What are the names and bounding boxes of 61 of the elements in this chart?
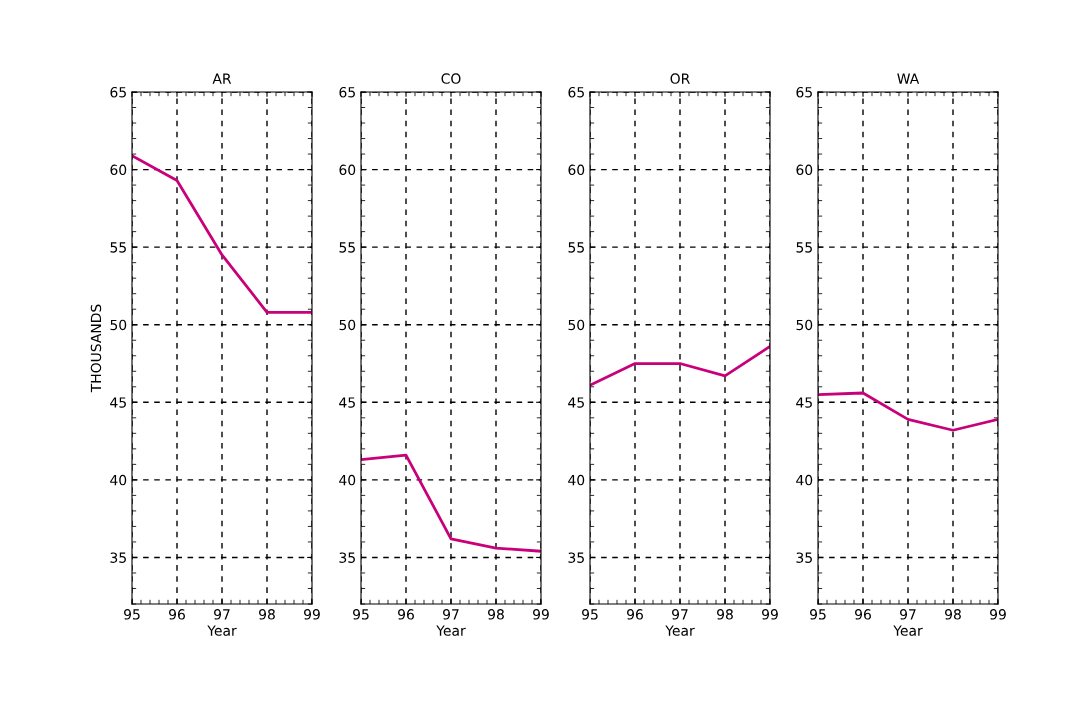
x-tick-label: 95 <box>124 609 140 620</box>
y-tick-label: 40 <box>110 474 127 486</box>
y-tick-label: 60 <box>339 164 356 176</box>
x-tick-label: 96 <box>169 609 185 620</box>
y-tick-label: 55 <box>339 242 355 253</box>
y-tick-label: 45 <box>796 397 812 408</box>
y-tick-label: 35 <box>339 552 355 563</box>
x-tick-label: 97 <box>672 609 688 620</box>
x-tick-label: 96 <box>398 609 414 620</box>
line-series <box>818 391 998 432</box>
x-tick-label: 99 <box>304 609 320 620</box>
y-tick-label: 40 <box>339 474 356 486</box>
line-series <box>361 453 541 553</box>
x-tick-label: 98 <box>717 609 733 620</box>
x-tick-label: 95 <box>810 609 826 620</box>
x-tick-label: 99 <box>533 609 549 620</box>
x-axis-title: Year <box>893 625 923 636</box>
y-tick-label: 65 <box>796 86 812 98</box>
x-tick-label: 99 <box>990 609 1006 620</box>
y-tick-label: 45 <box>339 397 355 408</box>
x-tick-label: 97 <box>214 609 230 620</box>
y-tick-label: 35 <box>110 552 126 563</box>
x-tick-label: 96 <box>627 609 643 620</box>
y-axis-title: THOUSANDS <box>90 304 102 393</box>
y-tick-label: 60 <box>110 164 127 176</box>
x-axis-title: Year <box>436 625 466 636</box>
y-tick-label: 55 <box>110 242 126 253</box>
x-tick-label: 98 <box>259 609 275 620</box>
x-tick-label: 95 <box>582 609 598 620</box>
y-tick-label: 50 <box>568 319 585 331</box>
y-tick-label: 45 <box>110 397 126 408</box>
chart-title: WA <box>897 73 920 84</box>
x-tick-label: 97 <box>900 609 916 620</box>
y-tick-label: 55 <box>568 242 584 253</box>
y-tick-label: 50 <box>796 319 813 331</box>
x-tick-label: 95 <box>353 609 369 620</box>
y-tick-label: 50 <box>339 319 356 331</box>
x-axis-title: Year <box>665 625 695 636</box>
y-tick-label: 65 <box>339 86 355 98</box>
x-tick-label: 96 <box>855 609 871 620</box>
y-tick-label: 40 <box>568 474 585 486</box>
y-tick-label: 35 <box>796 552 812 563</box>
x-tick-label: 98 <box>945 609 961 620</box>
y-tick-label: 55 <box>796 242 812 253</box>
line-series <box>590 345 770 387</box>
y-tick-label: 60 <box>796 164 813 176</box>
y-tick-label: 65 <box>568 86 584 98</box>
chart-title: OR <box>670 73 690 84</box>
y-tick-label: 65 <box>110 86 126 98</box>
chart-title: AR <box>212 73 232 84</box>
y-tick-label: 40 <box>796 474 813 486</box>
y-tick-label: 50 <box>110 319 127 331</box>
x-tick-label: 98 <box>488 609 504 620</box>
line-series <box>132 154 312 314</box>
chart-title: CO <box>441 73 461 84</box>
y-tick-label: 45 <box>568 397 584 408</box>
x-axis-title: Year <box>207 625 237 636</box>
x-tick-label: 99 <box>762 609 778 620</box>
y-tick-label: 60 <box>568 164 585 176</box>
y-tick-label: 35 <box>568 552 584 563</box>
x-tick-label: 97 <box>443 609 459 620</box>
